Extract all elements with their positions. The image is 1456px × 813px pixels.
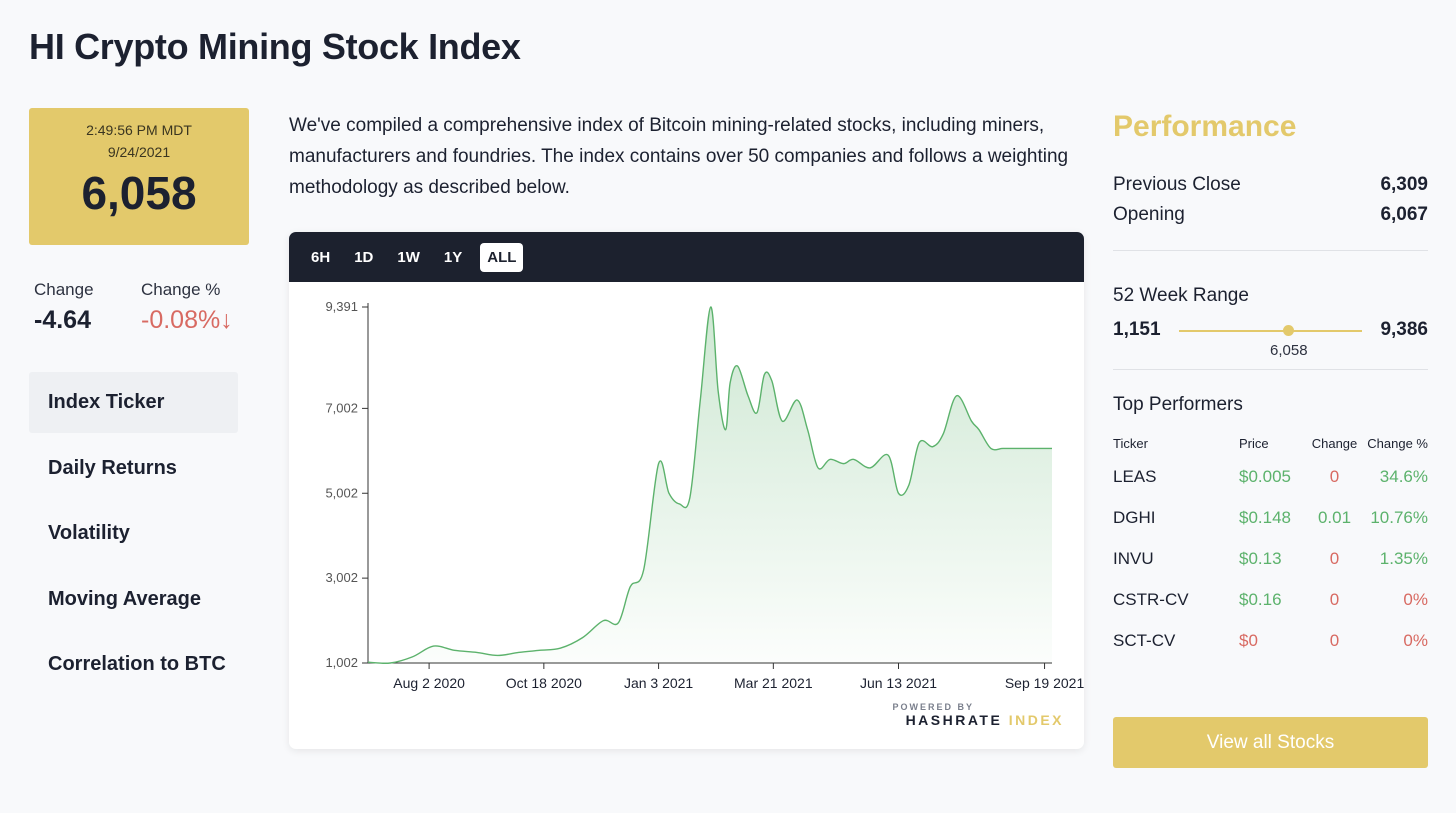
change-cell: 0	[1329, 589, 1340, 609]
change-cell: 0	[1329, 630, 1340, 650]
nav-index-ticker[interactable]: Index Ticker	[29, 372, 238, 433]
week-range-bar: 1,151 6,058 9,386	[1113, 315, 1428, 365]
range-1d-button[interactable]: 1D	[354, 248, 374, 266]
powered-by-label: POWERED BY	[892, 702, 974, 712]
opening-label: Opening	[1113, 204, 1185, 225]
performance-title: Performance	[1113, 110, 1297, 143]
nav-correlation-btc[interactable]: Correlation to BTC	[48, 653, 226, 675]
table-row[interactable]: CSTR-CV $0.16 0 0%	[1113, 579, 1428, 620]
nav-daily-returns[interactable]: Daily Returns	[48, 456, 177, 479]
powered-by-logo: POWERED BY HASHRATE INDEX	[892, 702, 1064, 728]
previous-close-row: Previous Close 6,309	[1113, 174, 1428, 196]
price-date: 9/24/2021	[107, 144, 171, 160]
week-range-label: 52 Week Range	[1113, 285, 1249, 306]
change-cell: 0	[1329, 548, 1340, 568]
y-tick-label: 5,002	[325, 485, 358, 500]
y-tick-label: 1,002	[325, 655, 358, 670]
range-1y-button[interactable]: 1Y	[443, 248, 463, 266]
divider	[1113, 369, 1428, 370]
series-line	[367, 306, 1052, 664]
change-value: -4.64	[34, 306, 91, 334]
col-price: Price	[1239, 435, 1269, 451]
range-all-button[interactable]: ALL	[480, 242, 524, 272]
top-performers-title: Top Performers	[1113, 394, 1243, 415]
opening-row: Opening 6,067	[1113, 204, 1428, 226]
ticker-cell: LEAS	[1113, 466, 1157, 486]
table-row[interactable]: DGHI $0.148 0.01 10.76%	[1113, 497, 1428, 538]
price-cell: $0.005	[1239, 466, 1291, 486]
chart-card: 6H 1D 1W 1Y ALL 1,002 3,002 5,002 7,002 9,39…	[289, 232, 1084, 749]
change-pct-value: -0.08%↓	[141, 306, 233, 335]
week-high: 9,386	[1380, 319, 1428, 340]
page-title: HI Crypto Mining Stock Index	[29, 26, 521, 67]
arrow-down-icon: ↓	[220, 306, 233, 334]
change-pct-cell: 1.35%	[1379, 548, 1428, 568]
change-pct-cell: 34.6%	[1379, 466, 1428, 486]
view-all-stocks-button[interactable]: View all Stocks	[1113, 717, 1428, 768]
series-area	[368, 306, 1052, 664]
change-pct-block: Change % -0.08%↓	[141, 280, 233, 335]
price-time: 2:49:56 PM MDT	[86, 122, 192, 138]
y-tick-label: 3,002	[325, 570, 358, 585]
performance-panel: Performance Previous Close 6,309 Opening…	[1113, 110, 1428, 661]
x-tick-label: Jun 13 2021	[860, 675, 937, 691]
x-tick-label: Jan 3 2021	[624, 675, 693, 691]
chart-range-toolbar: 6H 1D 1W 1Y ALL	[289, 232, 1084, 282]
change-pct-cell: 0%	[1403, 589, 1428, 609]
ticker-cell: CSTR-CV	[1113, 589, 1189, 609]
change-pct-number: -0.08%	[141, 306, 221, 334]
previous-close-value: 6,309	[1380, 174, 1428, 195]
price-cell: $0	[1239, 630, 1258, 650]
table-row[interactable]: SCT-CV $0 0 0%	[1113, 620, 1428, 661]
x-tick-label: Aug 2 2020	[393, 675, 465, 691]
change-block: Change -4.64	[34, 280, 94, 335]
x-tick-label: Sep 19 2021	[1005, 675, 1084, 691]
price-cell: $0.16	[1239, 589, 1282, 609]
ticker-cell: INVU	[1113, 548, 1154, 568]
index-description: We've compiled a comprehensive index of …	[289, 115, 1069, 198]
top-performers-table: Ticker Price Change Change % LEAS $0.005 0…	[1113, 430, 1428, 661]
week-current: 6,058	[1270, 342, 1308, 359]
change-label: Change	[34, 280, 94, 299]
range-6h-button[interactable]: 6H	[311, 248, 331, 266]
hashrate-index-brand: HASHRATE INDEX	[892, 712, 1064, 728]
col-change-pct: Change %	[1367, 435, 1428, 451]
table-header-row: Ticker Price Change Change %	[1113, 430, 1428, 456]
current-price-box: 2:49:56 PM MDT 9/24/2021 6,058	[29, 108, 249, 245]
brand-index: INDEX	[1008, 712, 1064, 728]
side-nav: Index Ticker Daily Returns Volatility Mo…	[29, 372, 238, 700]
previous-close-label: Previous Close	[1113, 174, 1241, 195]
week-range-marker	[1283, 325, 1295, 336]
nav-moving-average[interactable]: Moving Average	[48, 587, 201, 610]
table-row[interactable]: LEAS $0.005 0 34.6%	[1113, 456, 1428, 497]
brand-hashrate: HASHRATE	[905, 712, 1003, 728]
change-cell: 0	[1329, 466, 1340, 486]
change-pct-cell: 0%	[1403, 630, 1428, 650]
price-cell: $0.148	[1239, 507, 1291, 527]
ticker-cell: DGHI	[1113, 507, 1156, 527]
change-cell: 0.01	[1317, 507, 1352, 527]
x-tick-label: Oct 18 2020	[506, 675, 582, 691]
table-row[interactable]: INVU $0.13 0 1.35%	[1113, 538, 1428, 579]
change-pct-label: Change %	[141, 280, 221, 299]
price-cell: $0.13	[1239, 548, 1282, 568]
x-tick-label: Mar 21 2021	[734, 675, 813, 691]
nav-volatility[interactable]: Volatility	[48, 522, 130, 544]
divider	[1113, 250, 1428, 251]
week-low: 1,151	[1113, 319, 1161, 340]
range-1w-button[interactable]: 1W	[397, 248, 420, 266]
index-chart[interactable]: 1,002 3,002 5,002 7,002 9,391 Aug 2 2020 Oct 1…	[289, 282, 1084, 702]
week-range-track	[1179, 330, 1362, 332]
col-ticker: Ticker	[1113, 435, 1148, 451]
current-price: 6,058	[81, 167, 197, 219]
change-pct-cell: 10.76%	[1370, 507, 1428, 527]
y-tick-label: 9,391	[325, 299, 358, 314]
y-tick-label: 7,002	[325, 400, 358, 415]
col-change: Change	[1311, 435, 1358, 451]
opening-value: 6,067	[1380, 204, 1428, 225]
ticker-cell: SCT-CV	[1113, 630, 1176, 650]
